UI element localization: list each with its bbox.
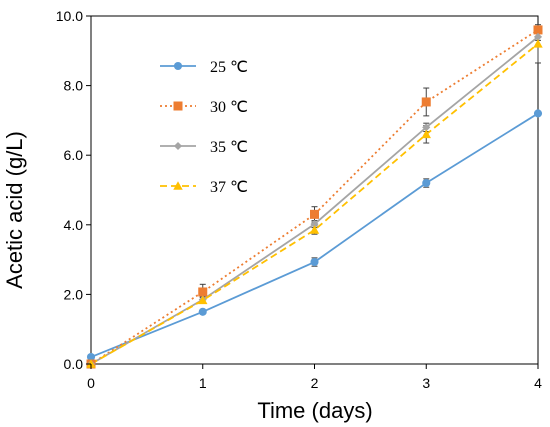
legend: 25 ℃ 30 ℃ 35 ℃ 37 ℃ [160,59,248,196]
series-line [90,29,539,365]
data-point [422,123,431,132]
y-tick-label: 0.0 [64,356,84,372]
series-line [90,43,539,365]
data-markers [86,25,543,369]
data-point [310,220,319,229]
legend-marker [173,61,183,71]
data-point [421,97,431,107]
series-lines [90,29,539,365]
y-axis-ticks: 0.0 2.0 4.0 6.0 8.0 10.0 [56,8,91,372]
data-point [198,295,208,305]
y-tick-label: 6.0 [64,147,84,163]
data-point [533,39,543,48]
x-tick-label: 4 [534,375,542,391]
legend-entry: 37 ℃ [160,179,248,196]
data-point [422,178,431,188]
data-point [533,32,543,41]
legend-label: 37 ℃ [210,179,248,196]
y-tick-label: 2.0 [64,286,84,302]
data-point [198,307,207,316]
legend-entry: 35 ℃ [160,139,248,156]
data-point [198,287,208,297]
y-tick-label: 8.0 [64,78,84,94]
data-point [310,209,319,219]
legend-marker [173,141,183,151]
series-line [90,112,539,358]
legend-entry: 30 ℃ [160,99,248,116]
data-point [421,129,431,139]
x-tick-label: 3 [422,375,430,391]
y-axis-title: Acetic acid (g/L) [2,131,27,289]
legend-marker [173,101,183,111]
data-point [86,352,96,362]
series-line [90,36,539,365]
legend-label: 25 ℃ [210,59,248,76]
data-point [533,109,543,118]
x-tick-label: 0 [87,375,95,391]
data-point [533,25,543,35]
legend-entry: 25 ℃ [160,59,248,76]
y-tick-label: 10.0 [56,8,83,24]
data-point [309,225,320,234]
data-point [310,257,319,267]
legend-label: 30 ℃ [210,99,248,116]
legend-label: 35 ℃ [210,139,248,156]
x-axis-ticks: 0 1 2 3 4 [87,364,542,391]
legend-marker [173,181,183,190]
error-bars [199,24,541,315]
plot-frame [90,15,539,365]
plot-area-border [90,15,539,365]
x-tick-label: 1 [199,375,207,391]
y-tick-label: 4.0 [64,217,84,233]
x-axis-title: Time (days) [257,398,372,423]
x-tick-label: 2 [311,375,319,391]
